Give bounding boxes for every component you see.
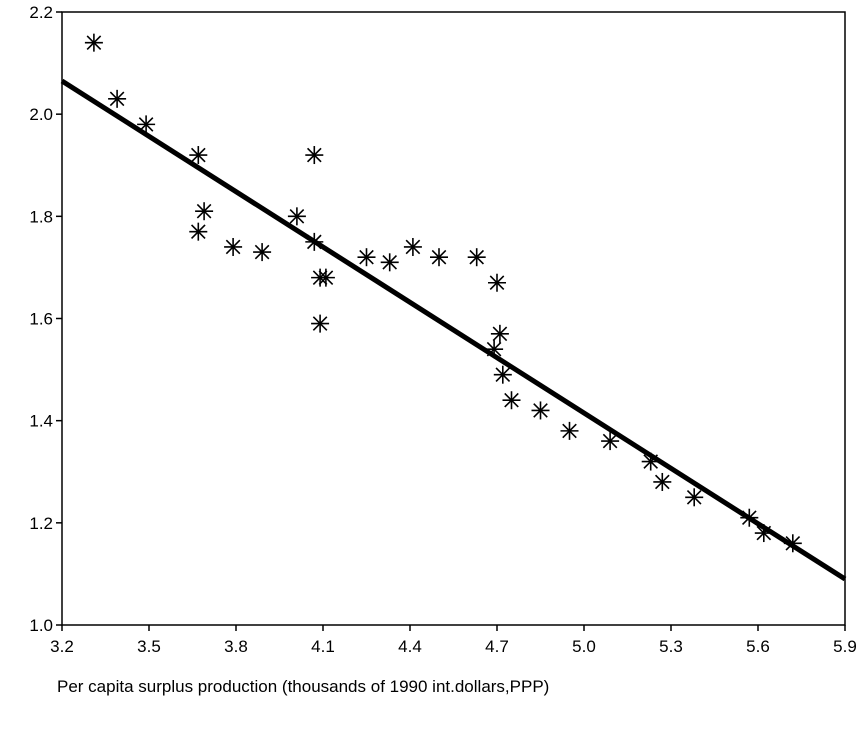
data-point	[493, 365, 512, 384]
y-tick-label: 2.0	[29, 105, 53, 124]
y-tick-label: 2.2	[29, 3, 53, 22]
data-point	[108, 89, 127, 108]
x-tick-label: 3.5	[137, 637, 161, 656]
x-tick-label: 4.7	[485, 637, 509, 656]
x-axis-label: Per capita surplus production (thousands…	[57, 677, 550, 696]
x-tick-label: 5.3	[659, 637, 683, 656]
data-point	[357, 248, 376, 267]
data-point	[305, 232, 324, 251]
plot-frame	[61, 11, 846, 626]
x-tick-label: 4.1	[311, 637, 335, 656]
data-point	[311, 314, 330, 333]
data-point	[224, 237, 243, 256]
axis-ticks: 3.2 3.5 3.8 4.1 4.4 4.7 5.0 5.3 5.6 5.9 1.0 1.2 1.4 1…	[29, 3, 856, 656]
data-point	[740, 508, 759, 527]
data-point	[287, 207, 306, 226]
data-point	[685, 488, 704, 507]
data-point	[467, 248, 486, 267]
data-point	[641, 452, 660, 471]
y-tick-label: 1.2	[29, 514, 53, 533]
x-tick-label: 3.8	[224, 637, 248, 656]
data-point	[189, 222, 208, 241]
data-point	[601, 432, 620, 451]
x-tick-label: 5.0	[572, 637, 596, 656]
data-point	[137, 115, 156, 134]
data-point	[531, 401, 550, 420]
y-tick-label: 1.0	[29, 616, 53, 635]
data-point	[783, 534, 802, 553]
data-point	[485, 340, 504, 359]
y-tick-label: 1.6	[29, 310, 53, 329]
data-point	[502, 391, 521, 410]
data-point	[403, 237, 422, 256]
x-tick-label: 3.2	[50, 637, 74, 656]
data-point	[653, 472, 672, 491]
data-point	[430, 248, 448, 267]
data-point	[84, 33, 103, 52]
data-points	[84, 33, 802, 553]
data-point	[189, 146, 208, 165]
y-tick-label: 1.8	[29, 207, 53, 226]
data-point	[316, 268, 335, 287]
x-tick-label: 5.9	[833, 637, 857, 656]
data-point	[305, 146, 324, 165]
data-point	[253, 243, 272, 262]
data-point	[490, 324, 509, 343]
regression-line	[60, 78, 847, 582]
data-point	[380, 253, 399, 272]
x-tick-label: 5.6	[746, 637, 770, 656]
data-point	[195, 202, 214, 221]
x-tick-label: 4.4	[398, 637, 422, 656]
data-point	[488, 273, 506, 292]
y-tick-label: 1.4	[29, 412, 53, 431]
data-point	[560, 421, 579, 440]
data-point	[754, 524, 773, 543]
